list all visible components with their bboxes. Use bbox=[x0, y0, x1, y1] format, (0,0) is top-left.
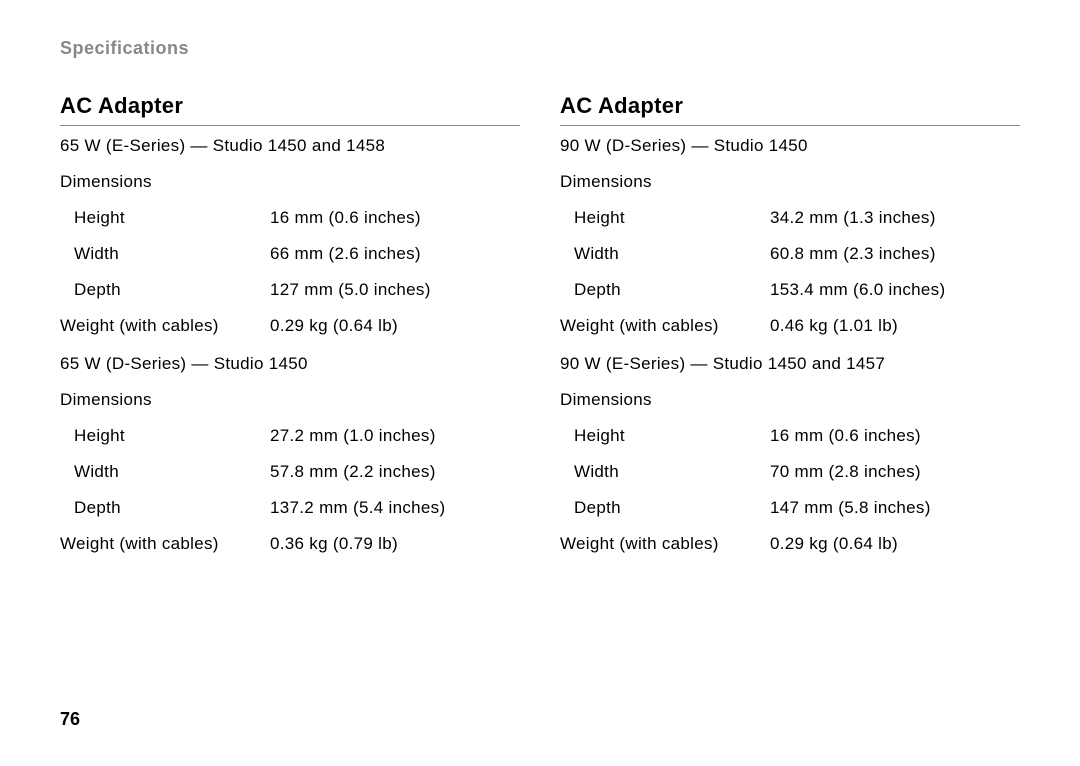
right-block2: 90 W (E-Series) — Studio 1450 and 1457 D… bbox=[560, 354, 1020, 554]
spec-value: 153.4 mm (6.0 inches) bbox=[770, 280, 1020, 300]
spec-row: Width 60.8 mm (2.3 inches) bbox=[560, 244, 1020, 264]
spec-label: Depth bbox=[60, 280, 270, 300]
spec-label: Width bbox=[560, 244, 770, 264]
spec-row: Width 66 mm (2.6 inches) bbox=[60, 244, 520, 264]
spec-value: 16 mm (0.6 inches) bbox=[270, 208, 520, 228]
spec-row: Weight (with cables) 0.46 kg (1.01 lb) bbox=[560, 316, 1020, 336]
spec-row: Depth 137.2 mm (5.4 inches) bbox=[60, 498, 520, 518]
left-block1: 65 W (E-Series) — Studio 1450 and 1458 D… bbox=[60, 136, 520, 336]
left-block2: 65 W (D-Series) — Studio 1450 Dimensions… bbox=[60, 354, 520, 554]
spec-row: Height 27.2 mm (1.0 inches) bbox=[60, 426, 520, 446]
subheading: 65 W (E-Series) — Studio 1450 and 1458 bbox=[60, 136, 520, 156]
spec-value: 147 mm (5.8 inches) bbox=[770, 498, 1020, 518]
spec-label: Height bbox=[560, 208, 770, 228]
spec-label: Height bbox=[560, 426, 770, 446]
spec-label: Height bbox=[60, 208, 270, 228]
dimensions-label: Dimensions bbox=[560, 172, 1020, 192]
spec-row: Width 57.8 mm (2.2 inches) bbox=[60, 462, 520, 482]
right-block1: 90 W (D-Series) — Studio 1450 Dimensions… bbox=[560, 136, 1020, 336]
spec-value: 66 mm (2.6 inches) bbox=[270, 244, 520, 264]
spec-label: Width bbox=[560, 462, 770, 482]
spec-row: Depth 147 mm (5.8 inches) bbox=[560, 498, 1020, 518]
spec-label: Depth bbox=[560, 498, 770, 518]
spec-label: Height bbox=[60, 426, 270, 446]
spec-value: 27.2 mm (1.0 inches) bbox=[270, 426, 520, 446]
spec-label: Width bbox=[60, 462, 270, 482]
spec-row: Weight (with cables) 0.36 kg (0.79 lb) bbox=[60, 534, 520, 554]
spec-label: Weight (with cables) bbox=[60, 316, 270, 336]
spec-label: Weight (with cables) bbox=[60, 534, 270, 554]
spec-row: Depth 127 mm (5.0 inches) bbox=[60, 280, 520, 300]
spec-value: 0.29 kg (0.64 lb) bbox=[770, 534, 1020, 554]
spec-label: Depth bbox=[60, 498, 270, 518]
left-column: AC Adapter 65 W (E-Series) — Studio 1450… bbox=[60, 93, 520, 570]
dimensions-label: Dimensions bbox=[60, 390, 520, 410]
subheading: 90 W (D-Series) — Studio 1450 bbox=[560, 136, 1020, 156]
spec-value: 57.8 mm (2.2 inches) bbox=[270, 462, 520, 482]
spec-row: Depth 153.4 mm (6.0 inches) bbox=[560, 280, 1020, 300]
page-number: 76 bbox=[60, 709, 80, 730]
spec-value: 137.2 mm (5.4 inches) bbox=[270, 498, 520, 518]
section-title-right: AC Adapter bbox=[560, 93, 1020, 126]
spec-value: 60.8 mm (2.3 inches) bbox=[770, 244, 1020, 264]
spec-row: Height 34.2 mm (1.3 inches) bbox=[560, 208, 1020, 228]
spec-value: 0.36 kg (0.79 lb) bbox=[270, 534, 520, 554]
spec-label: Depth bbox=[560, 280, 770, 300]
dimensions-label: Dimensions bbox=[60, 172, 520, 192]
subheading: 65 W (D-Series) — Studio 1450 bbox=[60, 354, 520, 374]
right-column: AC Adapter 90 W (D-Series) — Studio 1450… bbox=[560, 93, 1020, 570]
spec-value: 34.2 mm (1.3 inches) bbox=[770, 208, 1020, 228]
spec-value: 0.29 kg (0.64 lb) bbox=[270, 316, 520, 336]
spec-row: Height 16 mm (0.6 inches) bbox=[60, 208, 520, 228]
spec-label: Weight (with cables) bbox=[560, 534, 770, 554]
spec-value: 127 mm (5.0 inches) bbox=[270, 280, 520, 300]
spec-value: 16 mm (0.6 inches) bbox=[770, 426, 1020, 446]
spec-value: 70 mm (2.8 inches) bbox=[770, 462, 1020, 482]
spec-row: Height 16 mm (0.6 inches) bbox=[560, 426, 1020, 446]
spec-row: Weight (with cables) 0.29 kg (0.64 lb) bbox=[560, 534, 1020, 554]
spec-label: Width bbox=[60, 244, 270, 264]
spec-value: 0.46 kg (1.01 lb) bbox=[770, 316, 1020, 336]
page-header: Specifications bbox=[60, 38, 1020, 59]
section-title-left: AC Adapter bbox=[60, 93, 520, 126]
spec-label: Weight (with cables) bbox=[560, 316, 770, 336]
subheading: 90 W (E-Series) — Studio 1450 and 1457 bbox=[560, 354, 1020, 374]
spec-row: Weight (with cables) 0.29 kg (0.64 lb) bbox=[60, 316, 520, 336]
spec-row: Width 70 mm (2.8 inches) bbox=[560, 462, 1020, 482]
dimensions-label: Dimensions bbox=[560, 390, 1020, 410]
columns-container: AC Adapter 65 W (E-Series) — Studio 1450… bbox=[60, 93, 1020, 570]
